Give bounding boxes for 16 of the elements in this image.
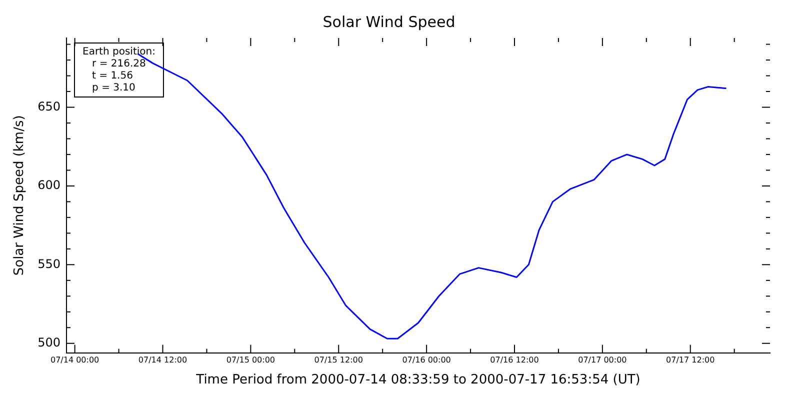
x-tick-label: 07/17 00:00 (578, 356, 627, 365)
y-tick-label: 600 (38, 178, 61, 192)
x-tick-label: 07/14 00:00 (50, 356, 100, 365)
x-tick-label: 07/15 00:00 (226, 356, 276, 365)
y-tick-label: 650 (38, 99, 61, 114)
x-tick-label: 07/14 12:00 (138, 356, 188, 365)
y-tick-label: 550 (38, 256, 61, 271)
chart-title: Solar Wind Speed (322, 12, 456, 31)
x-tick-label: 07/15 12:00 (314, 356, 363, 365)
x-tick-label: 07/17 12:00 (666, 356, 715, 365)
annotation: Earth position: r = 216.28 t = 1.56 p = 3.10 (82, 46, 156, 94)
x-tick-label: 07/16 12:00 (490, 356, 539, 365)
y-tick-label: 500 (38, 335, 61, 350)
y-axis-title: Solar Wind Speed (km/s) (12, 115, 28, 276)
x-axis-title: Time Period from 2000-07-14 08:33:59 to 2000-07-17 16:53:54 (UT) (195, 372, 640, 388)
x-tick-label: 07/16 00:00 (402, 356, 451, 365)
